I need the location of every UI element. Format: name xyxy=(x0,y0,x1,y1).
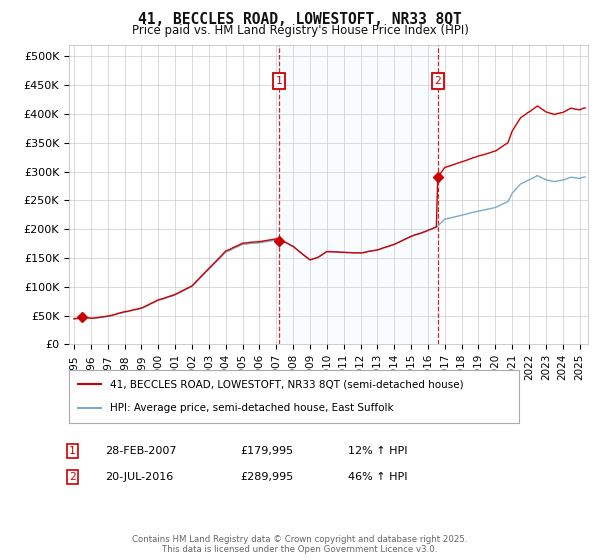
Text: 2: 2 xyxy=(434,76,441,86)
Text: Contains HM Land Registry data © Crown copyright and database right 2025.
This d: Contains HM Land Registry data © Crown c… xyxy=(132,535,468,554)
Text: 12% ↑ HPI: 12% ↑ HPI xyxy=(348,446,407,456)
Bar xyxy=(279,45,437,344)
Text: Price paid vs. HM Land Registry's House Price Index (HPI): Price paid vs. HM Land Registry's House … xyxy=(131,24,469,37)
Text: 41, BECCLES ROAD, LOWESTOFT, NR33 8QT (semi-detached house): 41, BECCLES ROAD, LOWESTOFT, NR33 8QT (s… xyxy=(110,380,463,390)
Text: £289,995: £289,995 xyxy=(240,472,293,482)
Text: 1: 1 xyxy=(69,446,76,456)
Text: £179,995: £179,995 xyxy=(240,446,293,456)
Text: 41, BECCLES ROAD, LOWESTOFT, NR33 8QT: 41, BECCLES ROAD, LOWESTOFT, NR33 8QT xyxy=(138,12,462,27)
Text: 1: 1 xyxy=(275,76,282,86)
Text: 28-FEB-2007: 28-FEB-2007 xyxy=(105,446,176,456)
Text: 2: 2 xyxy=(69,472,76,482)
Text: 20-JUL-2016: 20-JUL-2016 xyxy=(105,472,173,482)
Text: HPI: Average price, semi-detached house, East Suffolk: HPI: Average price, semi-detached house,… xyxy=(110,403,393,413)
Text: 46% ↑ HPI: 46% ↑ HPI xyxy=(348,472,407,482)
